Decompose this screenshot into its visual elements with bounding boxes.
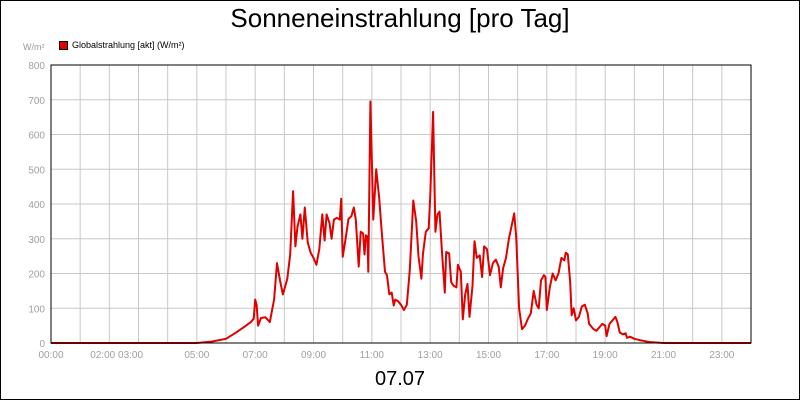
y-tick-label: 800 — [28, 61, 45, 72]
series-layer — [51, 100, 751, 344]
x-tick-label: 11:00 — [360, 350, 385, 361]
x-tick-label: 19:00 — [593, 350, 618, 361]
y-tick-label: 600 — [28, 131, 45, 142]
x-tick-label: 07:00 — [243, 350, 268, 361]
y-tick-label: 500 — [28, 165, 45, 176]
x-tick-label: 17:00 — [534, 350, 559, 361]
x-tick-label: 15:00 — [476, 350, 501, 361]
x-tick-label: 00:00 — [38, 350, 63, 361]
y-tick-label: 700 — [28, 96, 45, 107]
y-tick-label: 0 — [39, 339, 45, 350]
date-label: 07.07 — [374, 368, 426, 390]
legend-label: Globalstrahlung [akt] (W/m²) — [72, 40, 185, 50]
chart-title: Sonneneinstrahlung [pro Tag] — [230, 3, 570, 33]
x-tick-label: 23:00 — [709, 350, 734, 361]
y-tick-label: 200 — [28, 270, 45, 281]
axis-ticks: 0 100 200 300 400 500 600 700 800 00:00 02:00 03:0… — [28, 61, 734, 361]
y-tick-label: 400 — [28, 200, 45, 211]
x-tick-label: 02:00 03:00 — [90, 350, 143, 361]
x-tick-label: 21:00 — [651, 350, 676, 361]
y-axis-unit-label: W/m² — [23, 42, 45, 52]
series-line-globalstrahlung — [51, 100, 751, 344]
y-tick-label: 300 — [28, 235, 45, 246]
legend-swatch — [59, 40, 68, 50]
x-tick-label: 09:00 — [301, 350, 326, 361]
plot-area-border — [50, 64, 752, 344]
chart-legend: Globalstrahlung [akt] (W/m²) — [59, 40, 185, 50]
x-tick-label: 13:00 — [418, 350, 443, 361]
y-tick-label: 100 — [28, 304, 45, 315]
x-tick-label: 05:00 — [184, 350, 209, 361]
grid-lines — [51, 64, 751, 344]
